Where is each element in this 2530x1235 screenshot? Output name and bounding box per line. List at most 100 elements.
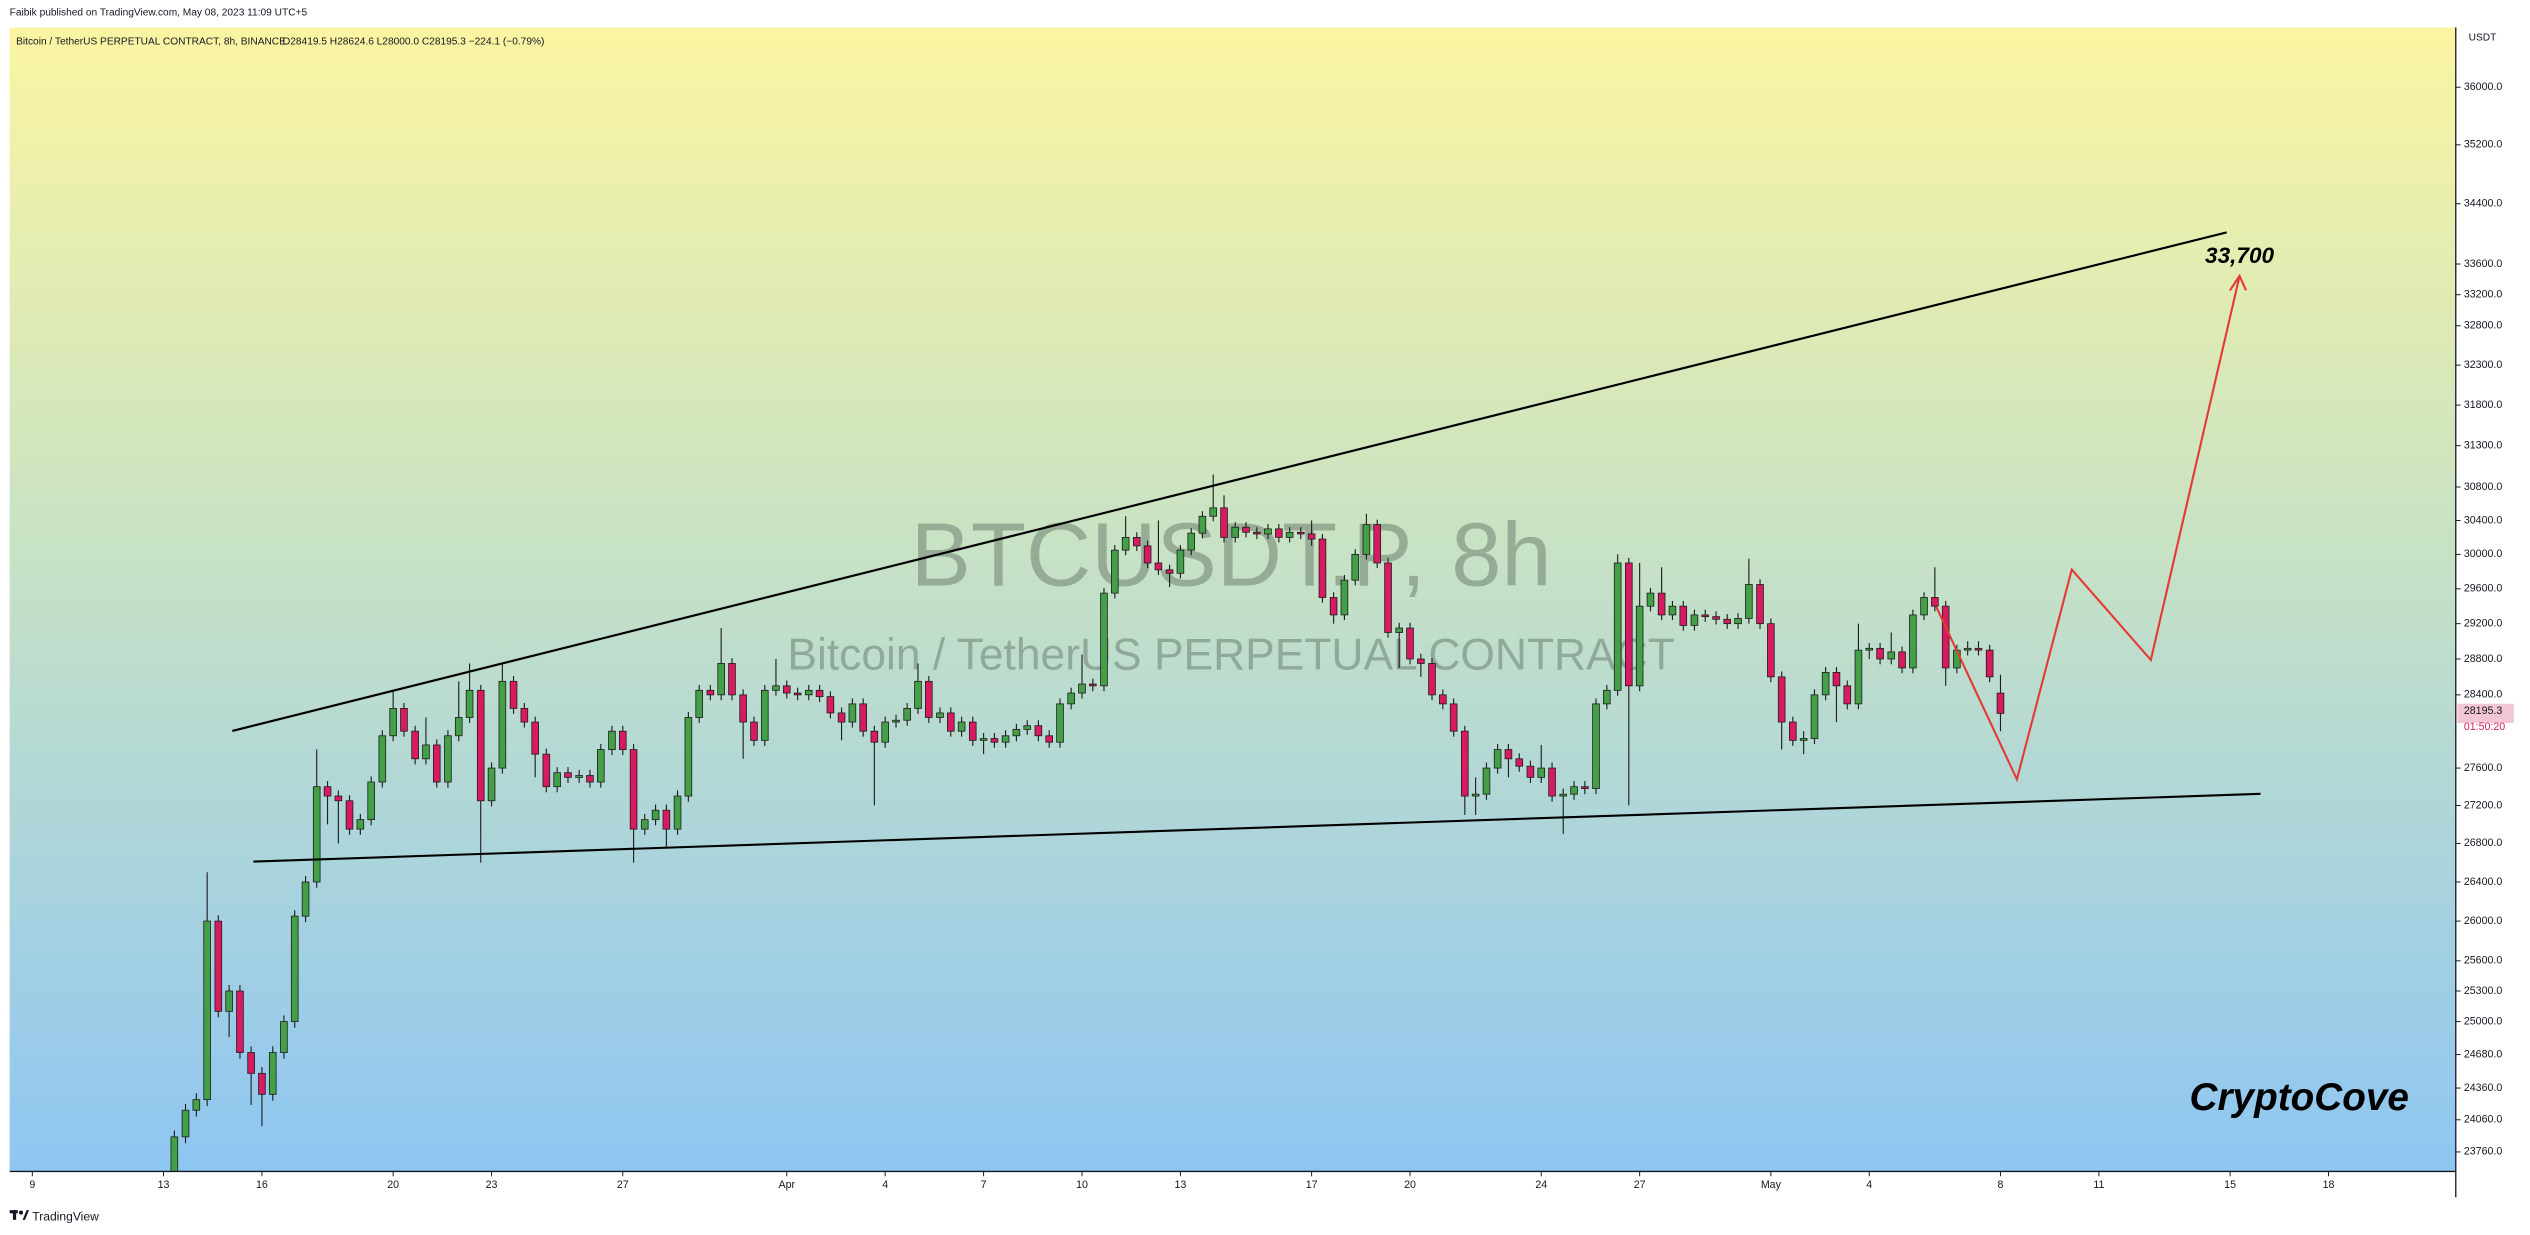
candle-body: [782, 685, 791, 694]
candle-body: [968, 721, 977, 741]
x-tick-label: 15: [2224, 1179, 2236, 1191]
candle-body: [181, 1109, 190, 1138]
candle-body: [925, 680, 933, 718]
candle-body: [1701, 614, 1710, 618]
candle-body: [1329, 597, 1338, 616]
y-tick-label: 30800.0: [2464, 481, 2502, 493]
candle-body: [422, 744, 430, 760]
candle-body: [684, 717, 693, 797]
publisher-line: Faibik published on TradingView.com, May…: [10, 7, 308, 18]
candle-body: [673, 795, 682, 830]
candle-body: [1592, 703, 1600, 789]
y-tick-label: 26400.0: [2464, 876, 2502, 888]
candle-body: [1613, 562, 1622, 691]
x-tick-label: 20: [1404, 1179, 1416, 1191]
y-tick-label: 34400.0: [2464, 198, 2502, 210]
candle-body: [706, 689, 715, 696]
y-tick-label: 26800.0: [2464, 837, 2502, 849]
candle-body: [1297, 531, 1305, 535]
candle-body: [1876, 647, 1884, 660]
target-label: 33,700: [2205, 243, 2275, 268]
x-tick-label: 8: [1998, 1179, 2004, 1191]
candle-body: [1034, 725, 1043, 737]
candle-body: [1264, 528, 1272, 535]
candle-body: [1504, 749, 1513, 760]
candle-body: [1581, 786, 1589, 789]
candle-body: [1909, 614, 1917, 669]
x-tick-label: 13: [1174, 1179, 1186, 1191]
candle-body: [1625, 562, 1633, 687]
candle-body: [1373, 524, 1382, 564]
candle-body: [225, 990, 233, 1012]
watermark: BTCUSDT.P, 8h: [911, 505, 1552, 606]
y-tick-label: 23760.0: [2464, 1146, 2502, 1158]
price-axis: [2455, 27, 2530, 1198]
candle-body: [629, 749, 638, 830]
candle-body: [640, 819, 649, 830]
candle-body: [1253, 531, 1261, 535]
candle-body: [1220, 507, 1228, 538]
candle-body: [564, 772, 572, 778]
x-tick-label: 4: [1866, 1179, 1872, 1191]
x-tick-label: 23: [486, 1179, 498, 1191]
candle-body: [454, 717, 463, 737]
candle-body: [1679, 605, 1688, 626]
candle-body: [1657, 592, 1666, 616]
candle-body: [1515, 758, 1524, 767]
y-tick-label: 35200.0: [2464, 139, 2502, 151]
candle-body: [575, 775, 583, 778]
x-tick-label: 9: [29, 1179, 35, 1191]
candle-body: [1810, 694, 1819, 739]
candle-body: [837, 712, 846, 723]
candle-body: [1635, 605, 1644, 687]
candle-body: [586, 775, 594, 783]
candle-body: [1307, 533, 1316, 540]
candle-body: [476, 689, 485, 802]
y-tick-label: 25600.0: [2464, 955, 2502, 967]
candle-body: [258, 1072, 266, 1095]
candle-body: [1777, 676, 1786, 723]
candle-body: [531, 721, 539, 755]
candle-body: [1854, 649, 1863, 705]
candle-body: [695, 689, 703, 718]
y-tick-label: 31300.0: [2464, 440, 2502, 452]
candle-body: [301, 881, 310, 917]
upper-trendline: [232, 231, 2227, 732]
candle-body: [804, 689, 813, 696]
candle-body: [1461, 730, 1469, 797]
candle-body: [214, 920, 223, 1012]
candle-body: [1056, 703, 1064, 743]
candle-body: [892, 719, 900, 723]
candle-body: [542, 753, 551, 788]
candle-body: [903, 708, 911, 721]
candle-body: [1078, 683, 1086, 694]
candle-body: [1843, 685, 1852, 705]
candle-body: [1690, 614, 1699, 626]
candle-body: [1067, 692, 1075, 705]
candle-body: [717, 663, 725, 696]
candle-body: [1756, 584, 1764, 625]
candle-body: [1723, 618, 1732, 625]
candle-body: [1931, 597, 1939, 607]
candle-body: [1570, 786, 1578, 795]
x-tick-label: 16: [256, 1179, 268, 1191]
candles: [170, 474, 2005, 1172]
candle-body: [290, 915, 299, 1022]
candle-body: [1734, 618, 1742, 625]
candle-body: [520, 708, 529, 723]
candle-body: [1865, 647, 1874, 651]
candle-body: [1100, 592, 1108, 687]
candle-body: [881, 721, 889, 743]
candle-body: [334, 795, 343, 802]
y-tick-label: 36000.0: [2464, 81, 2502, 93]
candle-body: [761, 689, 769, 741]
candle-body: [750, 721, 758, 741]
candle-body: [1941, 605, 1950, 669]
candle-body: [1340, 579, 1349, 616]
brand-label: CryptoCove: [2190, 1076, 2409, 1119]
candle-body: [1089, 683, 1097, 687]
candle-body: [323, 786, 332, 797]
candle-body: [1767, 623, 1775, 678]
y-tick-label: 30400.0: [2464, 514, 2502, 526]
